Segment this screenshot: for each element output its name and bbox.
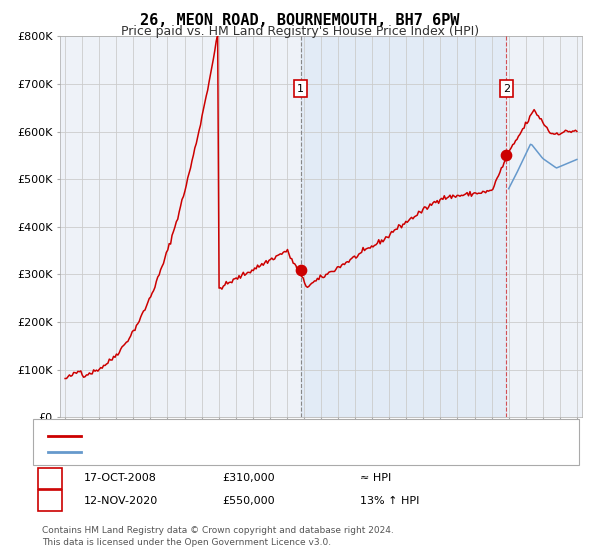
Point (502, 151, 511, 160)
Bar (301, 36, 506, 417)
Text: 13% ↑ HPI: 13% ↑ HPI (360, 496, 419, 506)
Text: 26, MEON ROAD, BOURNEMOUTH, BH7 6PW (detached house): 26, MEON ROAD, BOURNEMOUTH, BH7 6PW (det… (90, 431, 413, 441)
Text: This data is licensed under the Open Government Licence v3.0.: This data is licensed under the Open Gov… (42, 538, 331, 547)
Text: Contains HM Land Registry data © Crown copyright and database right 2024.: Contains HM Land Registry data © Crown c… (42, 526, 394, 535)
Text: 2: 2 (503, 84, 510, 94)
Text: 26, MEON ROAD, BOURNEMOUTH, BH7 6PW: 26, MEON ROAD, BOURNEMOUTH, BH7 6PW (140, 13, 460, 28)
Text: 1: 1 (46, 473, 53, 483)
Text: 2: 2 (46, 496, 53, 506)
Point (296, 265, 305, 274)
Text: 12-NOV-2020: 12-NOV-2020 (84, 496, 158, 506)
Text: Price paid vs. HM Land Registry's House Price Index (HPI): Price paid vs. HM Land Registry's House … (121, 25, 479, 38)
Text: ≈ HPI: ≈ HPI (360, 473, 391, 483)
Text: £310,000: £310,000 (222, 473, 275, 483)
Text: 1: 1 (297, 84, 304, 94)
Text: 17-OCT-2008: 17-OCT-2008 (84, 473, 157, 483)
Text: £550,000: £550,000 (222, 496, 275, 506)
Text: HPI: Average price, detached house, Bournemouth Christchurch and Poole: HPI: Average price, detached house, Bour… (90, 447, 478, 458)
